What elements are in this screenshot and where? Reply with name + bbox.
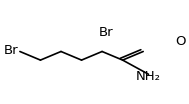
- Text: Br: Br: [3, 44, 18, 57]
- Text: O: O: [175, 35, 186, 48]
- Text: NH₂: NH₂: [136, 70, 161, 83]
- Text: Br: Br: [98, 26, 113, 39]
